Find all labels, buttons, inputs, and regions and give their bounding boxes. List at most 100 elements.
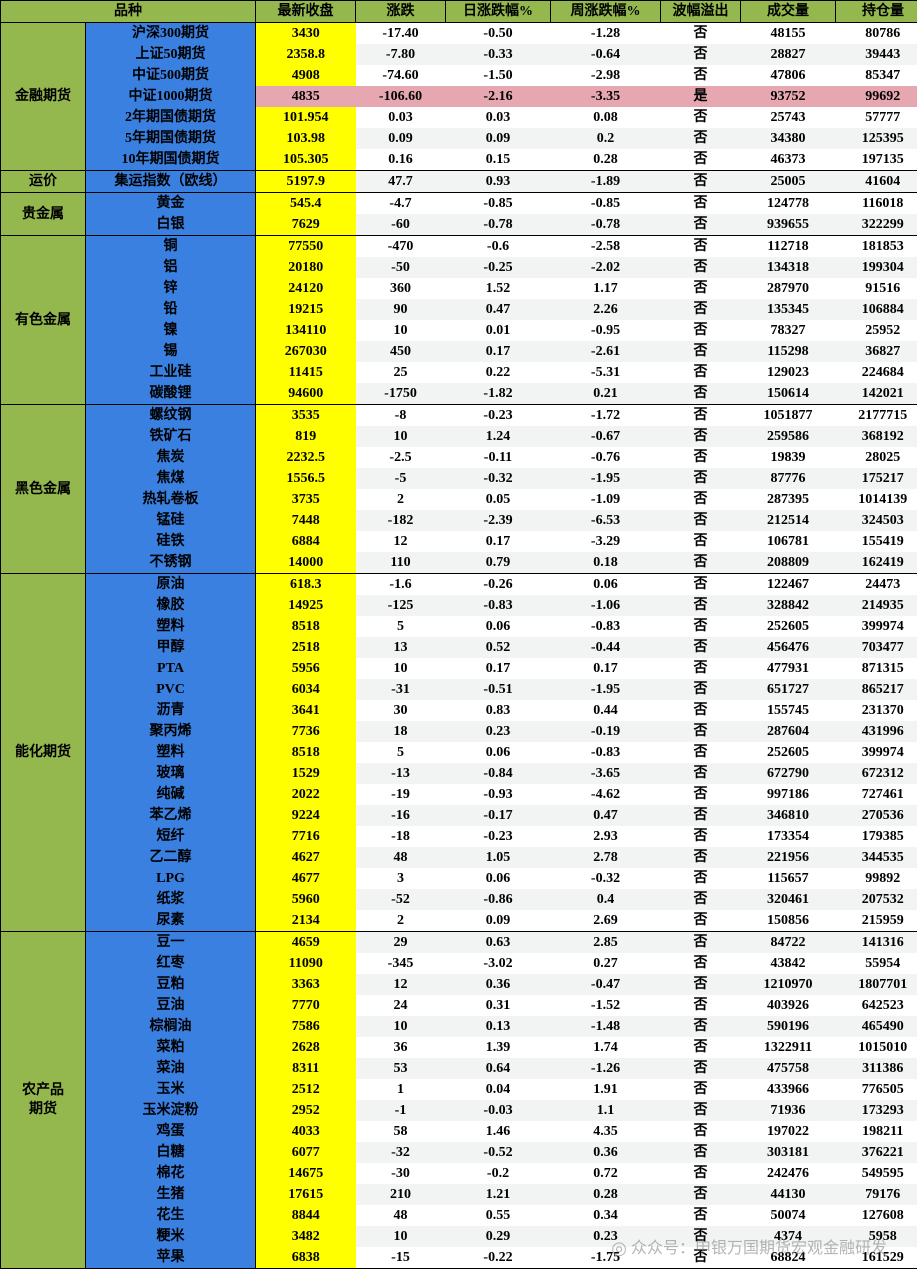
table-row: 焦煤1556.5-5-0.32-1.95否87776175217 [1,468,917,489]
data-cell: 303181 [741,1142,836,1163]
product-cell: 原油 [86,574,256,596]
data-cell: 1807701 [836,974,917,995]
table-row: 豆油7770240.31-1.52否403926642523 [1,995,917,1016]
table-row: 短纤7716-18-0.232.93否173354179385 [1,826,917,847]
data-cell: 198211 [836,1121,917,1142]
data-cell: -1.28 [551,23,661,45]
close-cell: 4033 [256,1121,356,1142]
product-cell: 2年期国债期货 [86,107,256,128]
data-cell: 346810 [741,805,836,826]
data-cell: -8 [356,405,446,427]
close-cell: 2518 [256,637,356,658]
data-cell: -0.25 [446,257,551,278]
data-cell: 否 [661,574,741,596]
data-cell: 否 [661,426,741,447]
table-row: 塑料851850.06-0.83否252605399974 [1,742,917,763]
data-cell: 87776 [741,468,836,489]
data-cell: 0.83 [446,700,551,721]
data-cell: -2.02 [551,257,661,278]
table-row: 有色金属铜77550-470-0.6-2.58否112718181853 [1,236,917,258]
data-cell: 否 [661,278,741,299]
data-cell: 871315 [836,658,917,679]
data-cell: -3.29 [551,531,661,552]
data-cell: 18 [356,721,446,742]
data-cell: 99892 [836,868,917,889]
data-cell: 5 [356,616,446,637]
close-cell: 14925 [256,595,356,616]
category-cell: 能化期货 [1,574,86,932]
data-cell: -0.6 [446,236,551,258]
table-row: 10年期国债期货105.3050.160.150.28否46373197135 [1,149,917,171]
product-cell: 硅铁 [86,531,256,552]
table-row: 黑色金属螺纹钢3535-8-0.23-1.72否10518772177715 [1,405,917,427]
product-cell: 热轧卷板 [86,489,256,510]
table-row: 金融期货沪深300期货3430-17.40-0.50-1.28否48155807… [1,23,917,45]
data-cell: 1.24 [446,426,551,447]
product-cell: 苯乙烯 [86,805,256,826]
close-cell: 618.3 [256,574,356,596]
data-cell: 28025 [836,447,917,468]
data-cell: 1.05 [446,847,551,868]
data-cell: 否 [661,742,741,763]
data-cell: 0.79 [446,552,551,574]
data-cell: -0.95 [551,320,661,341]
product-cell: 铜 [86,236,256,258]
product-cell: 沪深300期货 [86,23,256,45]
data-cell: 48155 [741,23,836,45]
data-cell: 1.91 [551,1079,661,1100]
table-row: 焦炭2232.5-2.5-0.11-0.76否1983928025 [1,447,917,468]
table-row: 豆粕3363120.36-0.47否12109701807701 [1,974,917,995]
table-row: PVC6034-31-0.51-1.95否651727865217 [1,679,917,700]
data-cell: 0.08 [551,107,661,128]
data-cell: -0.33 [446,44,551,65]
data-cell: 是 [661,86,741,107]
data-cell: 215959 [836,910,917,932]
product-cell: 聚丙烯 [86,721,256,742]
table-row: 乙二醇4627481.052.78否221956344535 [1,847,917,868]
table-row: 农产品期货豆一4659290.632.85否84722141316 [1,932,917,954]
data-cell: 221956 [741,847,836,868]
data-cell: 46373 [741,149,836,171]
close-cell: 7770 [256,995,356,1016]
data-cell: 127608 [836,1205,917,1226]
product-cell: 镍 [86,320,256,341]
data-cell: 135345 [741,299,836,320]
data-cell: 2.69 [551,910,661,932]
table-row: 红枣11090-345-3.020.27否4384255954 [1,953,917,974]
data-cell: 1.1 [551,1100,661,1121]
data-cell: 5 [356,742,446,763]
close-cell: 20180 [256,257,356,278]
product-cell: 纸浆 [86,889,256,910]
table-row: 锌241203601.521.17否28797091516 [1,278,917,299]
data-cell: -106.60 [356,86,446,107]
data-cell: 0.36 [551,1142,661,1163]
table-row: PTA5956100.170.17否477931871315 [1,658,917,679]
close-cell: 6077 [256,1142,356,1163]
data-cell: 否 [661,23,741,45]
data-cell: 否 [661,383,741,405]
data-cell: 53 [356,1058,446,1079]
product-cell: 碳酸锂 [86,383,256,405]
product-cell: 豆粕 [86,974,256,995]
data-cell: 0.64 [446,1058,551,1079]
category-cell: 黑色金属 [1,405,86,574]
data-cell: 39443 [836,44,917,65]
product-cell: 豆油 [86,995,256,1016]
table-row: 镍134110100.01-0.95否7832725952 [1,320,917,341]
data-cell: 311386 [836,1058,917,1079]
data-cell: -1 [356,1100,446,1121]
data-cell: -2.58 [551,236,661,258]
data-cell: -0.84 [446,763,551,784]
close-cell: 5960 [256,889,356,910]
data-cell: 48 [356,847,446,868]
product-cell: 豆一 [86,932,256,954]
data-cell: 2.85 [551,932,661,954]
close-cell: 8311 [256,1058,356,1079]
data-cell: -0.52 [446,1142,551,1163]
product-cell: 玻璃 [86,763,256,784]
data-cell: 否 [661,889,741,910]
product-cell: 中证1000期货 [86,86,256,107]
data-cell: 否 [661,44,741,65]
data-cell: 0.28 [551,149,661,171]
data-cell: 328842 [741,595,836,616]
